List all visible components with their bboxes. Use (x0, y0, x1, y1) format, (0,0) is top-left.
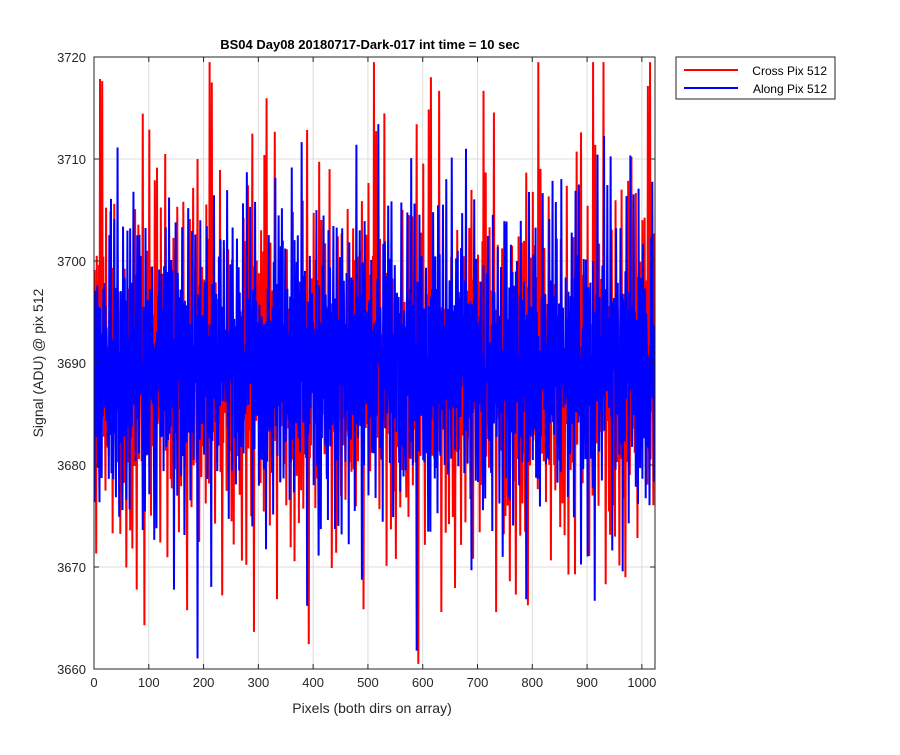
x-tick-label: 500 (357, 675, 379, 690)
x-tick-label: 200 (193, 675, 215, 690)
series-line-along-pix-512 (94, 124, 655, 659)
x-tick-label: 900 (576, 675, 598, 690)
chart-title: BS04 Day08 20180717-Dark-017 int time = … (220, 37, 520, 52)
x-tick-label: 300 (248, 675, 270, 690)
y-tick-label: 3710 (57, 152, 86, 167)
tick-labels: 0 100 200 300 400 500 600 700 800 900 1000 3660 3670… (57, 50, 656, 690)
x-axis-label: Pixels (both dirs on array) (292, 700, 452, 716)
plot-lines (94, 62, 655, 664)
y-tick-label: 3720 (57, 50, 86, 65)
y-tick-label: 3700 (57, 254, 86, 269)
x-tick-label: 100 (138, 675, 160, 690)
y-axis-label: Signal (ADU) @ pix 512 (30, 288, 46, 437)
x-tick-label: 800 (521, 675, 543, 690)
axes-box (93, 56, 656, 670)
legend[interactable]: Cross Pix 512 Along Pix 512 (675, 56, 836, 100)
legend-label-along: Along Pix 512 (753, 82, 827, 96)
x-tick-label: 0 (90, 675, 97, 690)
y-tick-label: 3690 (57, 356, 86, 371)
x-tick-label: 400 (302, 675, 324, 690)
legend-box (675, 56, 836, 100)
x-tick-label: 600 (412, 675, 434, 690)
y-tick-label: 3660 (57, 662, 86, 677)
legend-label-cross: Cross Pix 512 (752, 64, 827, 78)
y-tick-label: 3680 (57, 458, 86, 473)
x-tick-label: 700 (467, 675, 489, 690)
y-tick-label: 3670 (57, 560, 86, 575)
x-tick-label: 1000 (627, 675, 656, 690)
axes (93, 56, 656, 670)
